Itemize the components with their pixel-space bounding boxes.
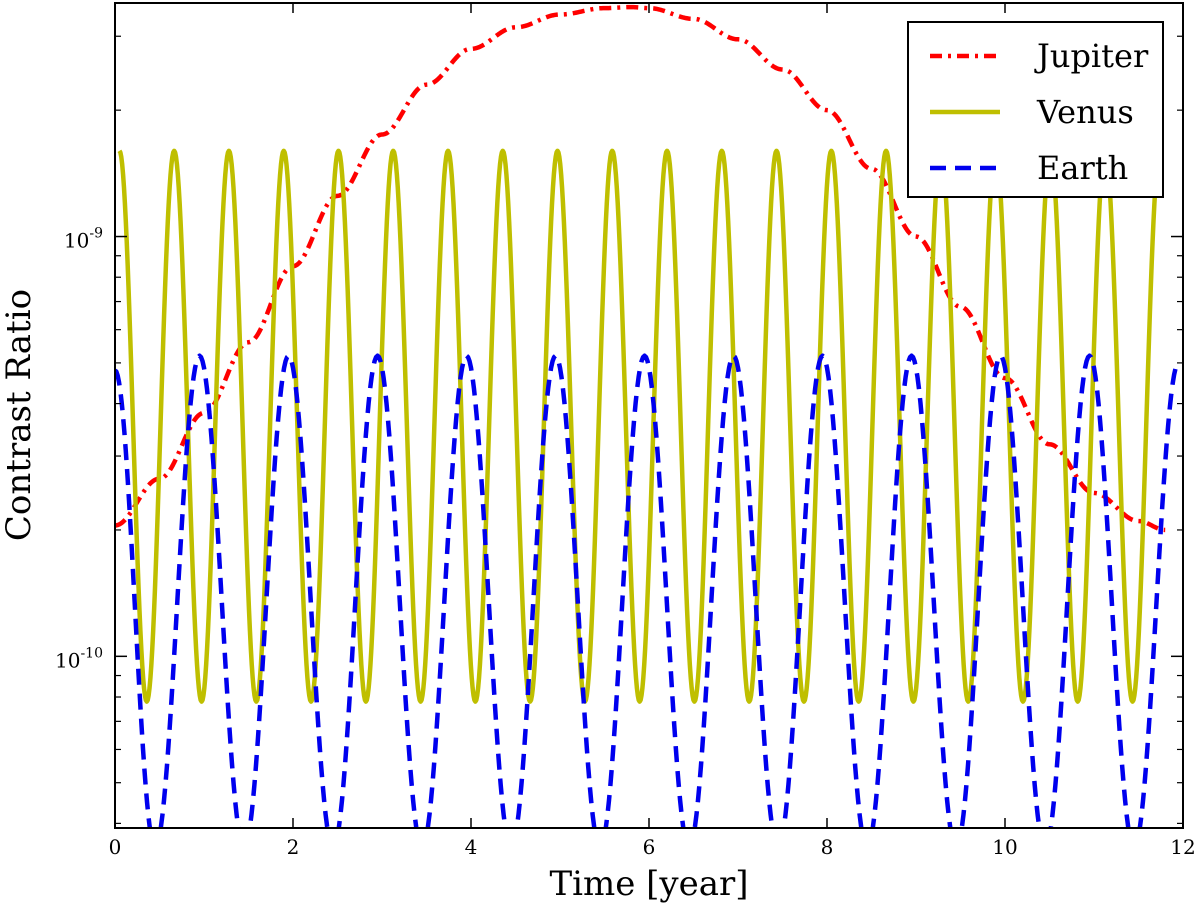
x-tick-label: 0 [109,835,122,859]
x-tick-label: 10 [992,835,1017,859]
series-line-venus [117,148,1162,704]
y-tick-label-base: 10 [64,229,89,253]
x-tick-label: 12 [1170,835,1195,859]
legend-label-venus: Venus [1036,93,1134,131]
y-axis-ticks: 10-910-10 [55,226,1183,672]
x-tick-label: 2 [287,835,300,859]
y-axis-label: Contrast Ratio [0,289,39,541]
y-tick-label-base: 10 [55,648,80,672]
y-tick-label-exponent: -10 [80,645,103,661]
x-tick-label: 8 [821,835,834,859]
x-tick-label: 6 [643,835,656,859]
plot-frame [114,2,1184,829]
y-tick-label: 10-9 [64,226,103,253]
y-tick-label-exponent: -9 [89,226,103,242]
series-line-jupiter [115,4,1167,533]
x-tick-label: 4 [465,835,478,859]
series-line-earth [115,353,1181,828]
series-layer [115,4,1181,828]
x-axis-label: Time [year] [549,864,748,904]
y-tick-label: 10-10 [55,645,103,672]
legend-label-earth: Earth [1037,149,1128,187]
legend-box [907,21,1164,198]
legend-label-jupiter: Jupiter [1034,37,1149,75]
legend: Jupiter Venus Earth [907,21,1164,198]
